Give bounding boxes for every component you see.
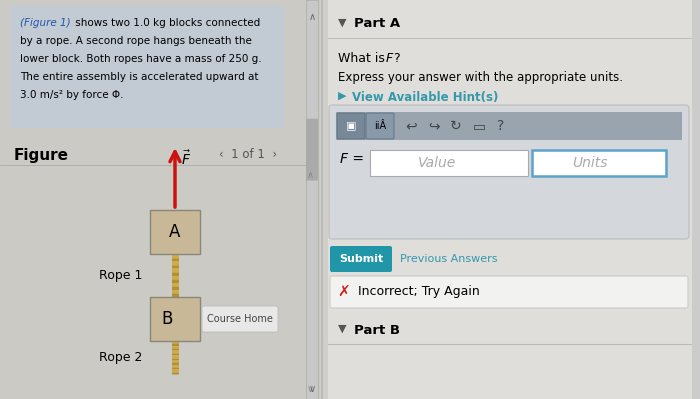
FancyBboxPatch shape <box>329 105 689 239</box>
Bar <box>532 150 666 176</box>
Text: ‹  1 of 1  ›: ‹ 1 of 1 › <box>219 148 277 161</box>
Text: View Available Hint(s): View Available Hint(s) <box>352 91 498 104</box>
Text: (Figure 1): (Figure 1) <box>20 18 71 28</box>
FancyBboxPatch shape <box>330 246 392 272</box>
Text: ▼: ▼ <box>338 18 346 28</box>
Text: shows two 1.0 kg blocks connected: shows two 1.0 kg blocks connected <box>72 18 260 28</box>
FancyBboxPatch shape <box>366 113 394 139</box>
Text: $\vec{F}$: $\vec{F}$ <box>181 149 191 168</box>
Text: Express your answer with the appropriate units.: Express your answer with the appropriate… <box>338 71 623 84</box>
Bar <box>328 0 700 399</box>
Text: ∧: ∧ <box>307 170 314 180</box>
Text: ∧: ∧ <box>309 12 316 22</box>
Text: Course Home: Course Home <box>207 314 273 324</box>
Bar <box>306 0 318 399</box>
Bar <box>150 297 200 341</box>
FancyBboxPatch shape <box>306 119 318 181</box>
Text: ▶: ▶ <box>338 91 350 101</box>
Text: iiÂ: iiÂ <box>374 121 386 131</box>
Text: F =: F = <box>340 152 364 166</box>
Text: Previous Answers: Previous Answers <box>400 254 498 264</box>
Text: What is: What is <box>338 52 389 65</box>
Text: ∨: ∨ <box>309 384 316 394</box>
Text: ?: ? <box>393 52 400 65</box>
Text: Value: Value <box>417 156 456 170</box>
Text: ?: ? <box>498 119 505 133</box>
Text: Figure: Figure <box>14 148 69 163</box>
Text: B: B <box>162 310 173 328</box>
Text: Rope 2: Rope 2 <box>99 351 142 364</box>
Bar <box>692 0 700 399</box>
Bar <box>336 112 682 140</box>
Text: 3.0 m/s² by force Φ.: 3.0 m/s² by force Φ. <box>20 90 123 100</box>
Text: ▣: ▣ <box>346 121 356 131</box>
Text: ↻: ↻ <box>450 119 462 133</box>
FancyBboxPatch shape <box>10 6 284 128</box>
FancyBboxPatch shape <box>330 276 688 308</box>
Text: ▼: ▼ <box>338 324 346 334</box>
Text: ↩: ↩ <box>405 119 416 133</box>
Text: Submit: Submit <box>339 254 383 264</box>
Text: ✗: ✗ <box>337 284 351 300</box>
Text: Rope 1: Rope 1 <box>99 269 142 282</box>
Text: A: A <box>169 223 181 241</box>
FancyBboxPatch shape <box>202 306 278 332</box>
Bar <box>150 210 200 254</box>
Text: ↪: ↪ <box>428 119 440 133</box>
Text: The entire assembly is accelerated upward at: The entire assembly is accelerated upwar… <box>20 72 258 82</box>
Text: Part A: Part A <box>354 17 400 30</box>
FancyBboxPatch shape <box>337 113 365 139</box>
Text: Units: Units <box>572 156 608 170</box>
Text: ∨: ∨ <box>307 384 314 394</box>
Bar <box>0 0 320 399</box>
Text: ▭: ▭ <box>473 119 486 133</box>
Text: Incorrect; Try Again: Incorrect; Try Again <box>358 286 480 298</box>
Text: lower block. Both ropes have a mass of 250 g.: lower block. Both ropes have a mass of 2… <box>20 54 262 64</box>
Text: by a rope. A second rope hangs beneath the: by a rope. A second rope hangs beneath t… <box>20 36 252 46</box>
Text: F: F <box>386 52 393 65</box>
Text: Part B: Part B <box>354 324 400 337</box>
Bar <box>370 150 528 176</box>
